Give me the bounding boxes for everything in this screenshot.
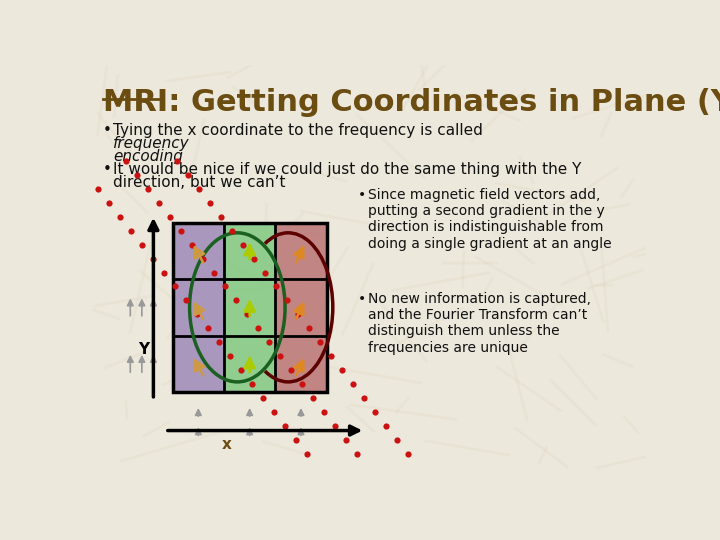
Point	[71, 157, 82, 165]
Point	[93, 185, 104, 193]
Point	[258, 394, 269, 402]
Point	[126, 226, 138, 235]
Point	[358, 394, 369, 402]
Point	[325, 352, 336, 360]
Point	[148, 254, 159, 263]
Point	[242, 310, 253, 319]
Point	[198, 254, 210, 263]
Bar	[173, 222, 327, 392]
Point	[192, 310, 203, 319]
Point	[297, 380, 308, 388]
Point	[269, 408, 280, 416]
Text: •: •	[357, 292, 366, 306]
Text: •: •	[102, 162, 112, 177]
Text: •: •	[357, 188, 366, 202]
Point	[336, 366, 347, 374]
Point	[391, 435, 402, 444]
Point	[402, 449, 413, 458]
Text: Y: Y	[138, 342, 149, 357]
Point	[369, 408, 380, 416]
Point	[302, 324, 314, 333]
Point	[104, 199, 115, 207]
Point	[319, 408, 330, 416]
Point	[264, 338, 275, 347]
Point	[202, 324, 214, 333]
Bar	[275, 222, 327, 392]
Point	[270, 282, 282, 291]
Point	[341, 435, 352, 444]
Text: •: •	[102, 123, 112, 138]
Point	[351, 449, 363, 458]
Text: MRI: Getting Coordinates in Plane (Y): MRI: Getting Coordinates in Plane (Y)	[102, 88, 720, 117]
Point	[176, 226, 187, 235]
Point	[121, 157, 132, 165]
Text: Since magnetic field vectors add,
putting a second gradient in the y
direction i: Since magnetic field vectors add, puttin…	[368, 188, 612, 251]
Point	[253, 324, 264, 333]
Point	[114, 212, 126, 221]
Point	[330, 421, 341, 430]
Point	[247, 380, 258, 388]
Point	[230, 296, 242, 305]
Text: x: x	[222, 437, 232, 452]
Point	[214, 338, 225, 347]
Point	[307, 394, 319, 402]
Point	[286, 366, 297, 374]
Point	[248, 254, 259, 263]
Point	[181, 171, 193, 179]
Point	[291, 435, 302, 444]
Text: frequency: frequency	[113, 136, 190, 151]
Point	[193, 185, 204, 193]
Point	[279, 421, 291, 430]
Point	[281, 296, 292, 305]
Point	[379, 421, 391, 430]
Point	[204, 199, 215, 207]
Point	[171, 157, 182, 165]
Point	[314, 338, 325, 347]
Point	[292, 310, 303, 319]
Bar	[173, 222, 224, 392]
Bar	[224, 222, 275, 392]
Text: direction, but we can’t: direction, but we can’t	[113, 175, 286, 190]
Point	[143, 185, 154, 193]
Point	[220, 282, 231, 291]
Text: No new information is captured,
and the Fourier Transform can’t
distinguish them: No new information is captured, and the …	[368, 292, 591, 355]
Point	[258, 268, 270, 277]
Point	[225, 352, 236, 360]
Point	[153, 199, 165, 207]
Point	[209, 268, 220, 277]
Point	[137, 240, 148, 249]
Point	[132, 171, 143, 179]
Point	[158, 268, 170, 277]
Point	[186, 240, 198, 249]
Text: Tying the x coordinate to the frequency is called: Tying the x coordinate to the frequency …	[113, 123, 488, 138]
Point	[275, 352, 287, 360]
Text: It would be nice if we could just do the same thing with the Y: It would be nice if we could just do the…	[113, 162, 582, 177]
Point	[165, 212, 176, 221]
Text: encoding: encoding	[113, 148, 183, 164]
Point	[215, 212, 226, 221]
Point	[226, 226, 238, 235]
Point	[170, 282, 181, 291]
Point	[181, 296, 192, 305]
Point	[81, 171, 93, 179]
Point	[302, 449, 313, 458]
Point	[347, 380, 359, 388]
Point	[237, 240, 248, 249]
Point	[235, 366, 247, 374]
